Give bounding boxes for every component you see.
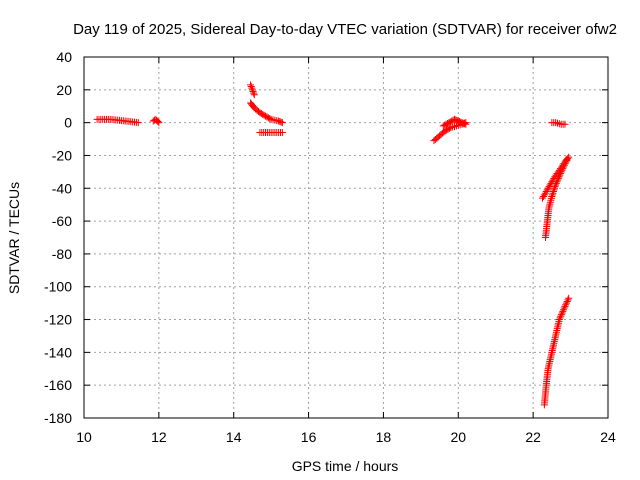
data-point [560,306,568,314]
y-tick-label: -180 [44,410,72,426]
y-axis-label: SDTVAR / TECUs [6,182,22,294]
data-point [563,297,571,305]
data-point [549,189,557,197]
plot-frame [83,56,609,419]
data-point [461,120,469,128]
data-point [557,312,565,320]
y-tick-label: -40 [52,180,72,196]
data-points [93,81,573,409]
x-axis-label: GPS time / hours [292,458,399,474]
data-point [278,128,286,136]
data-point [560,161,568,169]
data-point [558,166,566,174]
data-point [550,186,558,194]
x-tick-label: 24 [600,429,616,445]
x-tick-label: 16 [301,429,317,445]
data-series [256,128,286,136]
data-point [562,158,570,166]
data-point [556,314,564,322]
data-point [559,307,567,315]
x-tick-label: 18 [376,429,392,445]
chart-title: Day 119 of 2025, Sidereal Day-to-day VTE… [73,21,617,38]
data-point [552,181,560,189]
data-point [548,191,556,199]
data-point [557,311,565,319]
data-point [562,301,570,309]
y-tick-label: -80 [52,246,72,262]
data-point [548,192,556,200]
data-point [552,179,560,187]
axis-ticks: 10 12 14 16 18 20 22 24 40 20 0 -20 -40 -60 -80 -100 -12… [44,49,616,445]
data-point [561,302,569,310]
y-tick-label: 20 [56,82,72,98]
x-tick-label: 10 [76,429,92,445]
data-point [250,91,258,99]
data-series [93,115,142,127]
data-point [565,294,573,302]
data-point [557,170,565,178]
data-point [564,296,572,304]
data-point [561,160,569,168]
y-tick-label: -60 [52,213,72,229]
data-point [551,183,559,191]
data-point [462,120,470,128]
data-point [556,171,564,179]
y-tick-label: -160 [44,377,72,393]
data-point [555,120,563,128]
x-tick-label: 22 [525,429,541,445]
data-point [562,299,570,307]
data-point [278,119,286,127]
x-tick-label: 20 [450,429,466,445]
data-point [551,184,559,192]
data-point [266,115,274,123]
data-point [559,165,567,173]
data-point [554,174,562,182]
data-series [149,115,163,127]
data-point [560,163,568,171]
data-point [452,122,460,130]
data-series [439,115,470,130]
data-point [553,178,561,186]
y-tick-label: -20 [52,147,72,163]
data-point [557,168,565,176]
y-tick-label: -120 [44,312,72,328]
data-point [249,87,257,95]
data-point [561,120,569,128]
y-tick-label: -100 [44,279,72,295]
y-tick-label: -140 [44,344,72,360]
data-point [248,84,256,92]
data-point [247,83,255,91]
data-point [560,304,568,312]
data-point [134,119,142,127]
grid-lines [84,57,608,418]
data-point [154,118,162,126]
data-series [247,81,258,99]
data-point [247,81,255,89]
data-point [555,316,563,324]
data-point [552,119,560,127]
y-tick-label: 40 [56,49,72,65]
x-tick-label: 12 [151,429,167,445]
data-point [553,119,561,127]
data-point [250,89,258,97]
data-point [554,176,562,184]
data-series [548,119,569,128]
x-tick-label: 14 [226,429,242,445]
data-point [277,118,285,126]
data-point [555,173,563,181]
data-point [155,119,163,127]
data-series [247,99,286,127]
data-point [558,309,566,317]
data-series [541,156,571,241]
data-point [549,188,557,196]
y-tick-label: 0 [64,115,72,131]
data-series [540,294,573,409]
data-point [563,156,571,164]
data-point [248,86,256,94]
